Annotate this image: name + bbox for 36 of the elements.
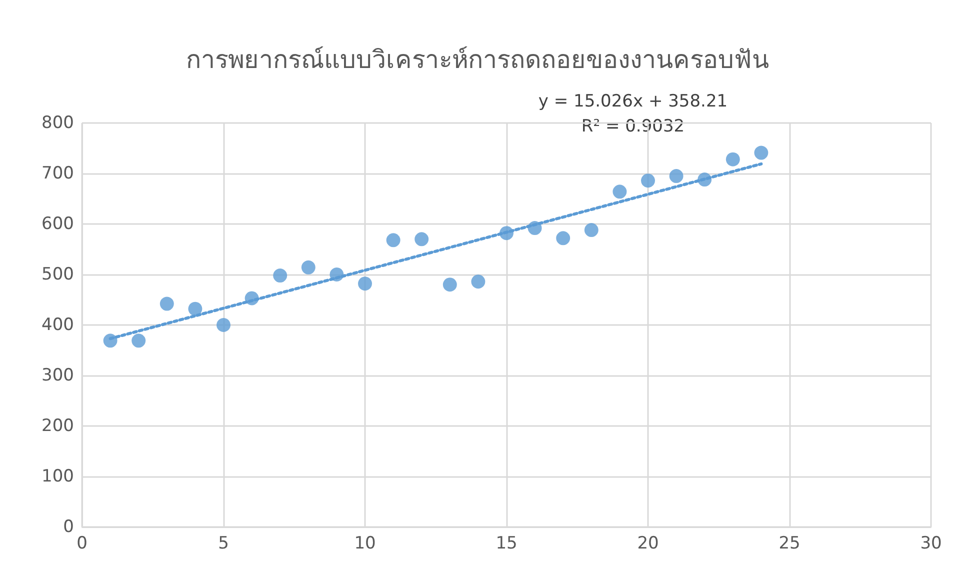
point: [669, 169, 684, 184]
point: [216, 318, 230, 332]
point: [556, 231, 570, 246]
x-tick-label: 10: [354, 534, 376, 554]
y-tick-label: 700: [42, 164, 74, 184]
y-tick-label: 800: [42, 113, 74, 133]
point: [386, 233, 400, 248]
x-tick-label: 25: [778, 534, 800, 554]
point: [754, 146, 768, 160]
point: [584, 223, 598, 238]
y-tick-label: 100: [42, 466, 74, 486]
x-tick-label: 5: [218, 534, 229, 554]
point: [132, 334, 146, 348]
y-tick-label: 0: [63, 517, 74, 537]
y-tick-label: 600: [42, 214, 74, 234]
point: [188, 302, 202, 316]
point: [612, 184, 627, 199]
y-tick-label: 500: [42, 264, 74, 284]
point: [641, 174, 655, 188]
x-tick-label: 30: [920, 534, 942, 554]
y-tick-label: 400: [42, 315, 74, 335]
x-tick-label: 0: [76, 534, 88, 554]
point: [358, 276, 372, 291]
text: y = 15.026x + 358.21: [538, 92, 728, 112]
chart-title: การพยากรณ์แบบวิเคราะห์การถดถอยของงานครอบฟัน: [186, 45, 769, 74]
point: [471, 274, 486, 289]
x-tick-label: 20: [637, 534, 659, 554]
point: [414, 232, 429, 246]
y-tick-label: 200: [42, 416, 74, 436]
point: [160, 296, 174, 311]
point: [442, 278, 457, 292]
y-tick-label: 300: [42, 366, 74, 386]
point: [273, 268, 288, 283]
x-tick-label: 15: [496, 534, 518, 554]
point: [301, 260, 316, 274]
point: [726, 152, 740, 166]
